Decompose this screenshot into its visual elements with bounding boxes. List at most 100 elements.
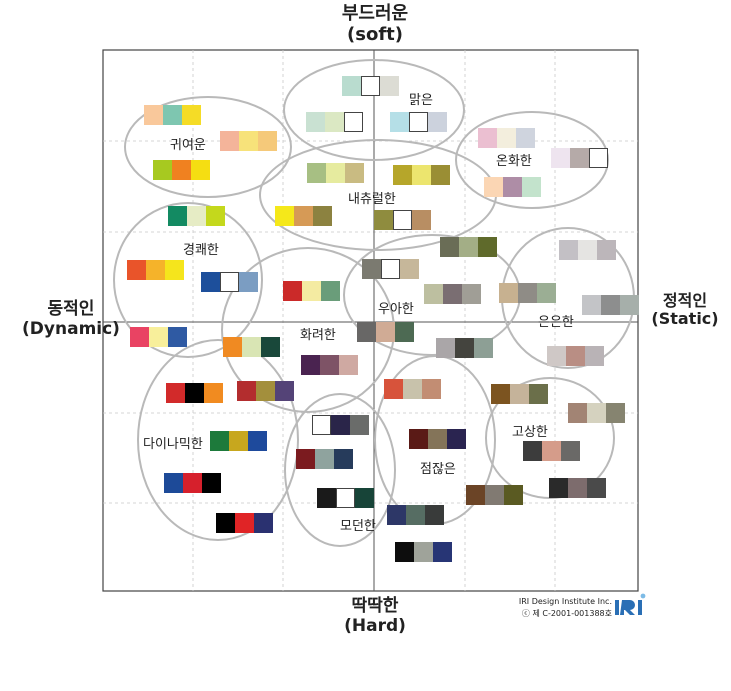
iri-logo xyxy=(615,593,646,615)
color-chip xyxy=(313,206,332,226)
color-chip xyxy=(551,148,570,168)
color-chip xyxy=(166,383,185,403)
palette-swatch xyxy=(237,381,294,401)
palette-swatch xyxy=(307,163,364,183)
palette-swatch xyxy=(168,206,225,226)
color-chip xyxy=(522,177,541,197)
color-chip xyxy=(414,542,433,562)
color-chip xyxy=(447,429,466,449)
palette-swatch xyxy=(387,505,444,525)
cluster-label-natural: 내츄럴한 xyxy=(348,192,396,207)
color-chip xyxy=(220,131,239,151)
color-chip xyxy=(342,76,361,96)
color-chip xyxy=(168,206,187,226)
color-chip xyxy=(258,131,277,151)
color-chip xyxy=(321,281,340,301)
palette-swatch xyxy=(393,165,450,185)
axis-label-static-en: (Static) xyxy=(651,309,719,329)
cluster-outline-clear xyxy=(283,59,465,161)
color-chip xyxy=(504,485,523,505)
color-chip xyxy=(235,513,254,533)
color-chip xyxy=(422,379,441,399)
cluster-label-subtle: 은은한 xyxy=(538,315,574,330)
palette-swatch xyxy=(130,327,187,347)
palette-swatch xyxy=(491,384,548,404)
color-chip xyxy=(403,379,422,399)
color-chip xyxy=(237,381,256,401)
color-chip xyxy=(400,259,419,279)
color-chip xyxy=(559,240,578,260)
palette-swatch xyxy=(551,148,608,168)
color-chip xyxy=(428,429,447,449)
color-chip xyxy=(172,160,191,180)
color-chip xyxy=(302,281,321,301)
color-chip xyxy=(582,295,601,315)
palette-swatch xyxy=(317,488,374,508)
cluster-label-decent: 점잖은 xyxy=(420,462,456,477)
palette-swatch xyxy=(220,131,277,151)
cluster-label-clear: 맑은 xyxy=(409,93,433,108)
color-chip xyxy=(239,272,258,292)
color-chip xyxy=(491,384,510,404)
cluster-outline-warm xyxy=(455,111,609,209)
color-chip xyxy=(185,383,204,403)
palette-swatch xyxy=(436,338,493,358)
color-chip xyxy=(362,259,381,279)
palette-swatch xyxy=(342,76,399,96)
color-chip xyxy=(164,473,183,493)
cluster-outline-cute xyxy=(124,96,292,198)
color-chip xyxy=(406,505,425,525)
color-chip xyxy=(412,165,431,185)
color-chip xyxy=(307,163,326,183)
color-chip xyxy=(242,337,261,357)
color-chip xyxy=(254,513,273,533)
color-chip xyxy=(478,237,497,257)
color-chip xyxy=(261,337,280,357)
palette-swatch xyxy=(153,160,210,180)
cluster-outline-lively xyxy=(113,202,263,358)
color-chip xyxy=(395,542,414,562)
color-chip xyxy=(428,112,447,132)
color-chip xyxy=(275,381,294,401)
palette-swatch xyxy=(306,112,363,132)
color-chip xyxy=(187,206,206,226)
color-chip xyxy=(336,488,355,508)
color-chip xyxy=(248,431,267,451)
color-chip xyxy=(387,505,406,525)
palette-swatch xyxy=(424,284,481,304)
color-chip xyxy=(204,383,223,403)
color-chip xyxy=(220,272,239,292)
cluster-outline-noble xyxy=(485,377,615,499)
color-chip xyxy=(570,148,589,168)
palette-swatch xyxy=(466,485,523,505)
color-chip xyxy=(455,338,474,358)
color-chip xyxy=(497,128,516,148)
color-chip xyxy=(334,449,353,469)
color-chip xyxy=(503,177,522,197)
color-chip xyxy=(153,160,172,180)
color-chip xyxy=(409,429,428,449)
cluster-label-gorgeous: 화려한 xyxy=(300,328,336,343)
palette-swatch xyxy=(357,322,414,342)
color-chip xyxy=(436,338,455,358)
palette-swatch xyxy=(559,240,616,260)
palette-swatch xyxy=(166,383,223,403)
color-chip xyxy=(144,105,163,125)
color-chip xyxy=(357,322,376,342)
palette-swatch xyxy=(275,206,332,226)
color-chip xyxy=(301,355,320,375)
palette-swatch xyxy=(484,177,541,197)
color-chip xyxy=(516,128,535,148)
color-chip xyxy=(127,260,146,280)
palette-swatch xyxy=(296,449,353,469)
cluster-label-cute: 귀여운 xyxy=(170,138,206,153)
color-chip xyxy=(191,160,210,180)
palette-swatch xyxy=(547,346,604,366)
color-chip xyxy=(393,165,412,185)
color-chip xyxy=(412,210,431,230)
color-chip xyxy=(568,403,587,423)
color-chip xyxy=(306,112,325,132)
color-chip xyxy=(168,327,187,347)
color-chip xyxy=(601,295,620,315)
